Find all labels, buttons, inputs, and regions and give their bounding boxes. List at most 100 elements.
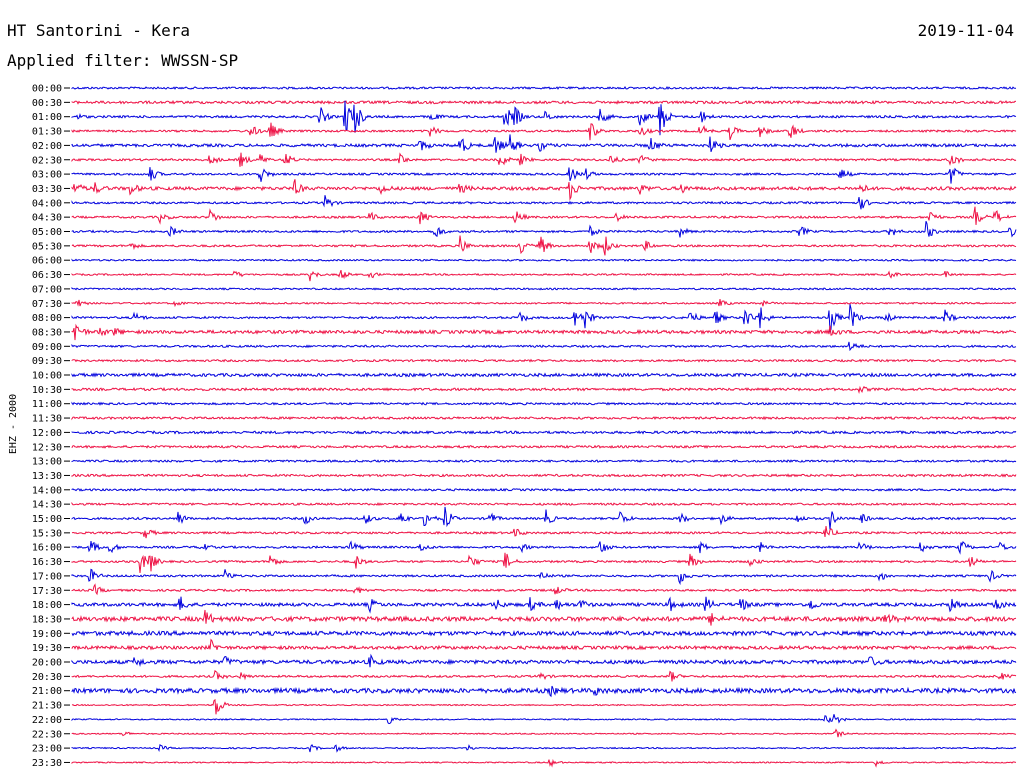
- trace-07-00: [71, 287, 1017, 291]
- trace-06-00: [71, 258, 1017, 262]
- time-tick-label: 20:00: [32, 658, 62, 669]
- time-tick-label: 18:30: [32, 614, 62, 625]
- time-tick-label: 16:00: [32, 543, 62, 554]
- time-tick-label: 21:30: [32, 701, 62, 712]
- time-tick-label: 14:00: [32, 485, 62, 496]
- time-tick-label: 04:00: [32, 198, 62, 209]
- trace-01-30: [71, 122, 1017, 141]
- trace-11-30: [71, 415, 1017, 421]
- trace-08-00: [71, 304, 1017, 333]
- time-tick-label: 01:30: [32, 127, 62, 138]
- time-tick-label: 21:00: [32, 686, 62, 697]
- trace-05-00: [71, 221, 1017, 238]
- time-tick-label: 14:30: [32, 500, 62, 511]
- trace-12-30: [71, 444, 1017, 449]
- trace-14-00: [71, 487, 1017, 492]
- time-tick-label: 18:00: [32, 600, 62, 611]
- time-tick-label: 23:30: [32, 758, 62, 769]
- time-tick-label: 12:30: [32, 442, 62, 453]
- trace-20-00: [71, 653, 1017, 668]
- trace-19-00: [71, 629, 1017, 637]
- trace-15-00: [71, 506, 1017, 530]
- time-tick-label: 00:30: [32, 98, 62, 109]
- trace-18-00: [71, 596, 1017, 614]
- time-tick-label: 03:00: [32, 170, 62, 181]
- trace-21-00: [71, 685, 1017, 698]
- station-title: HT Santorini - Kera: [7, 21, 191, 40]
- trace-16-30: [71, 552, 1017, 573]
- trace-21-30: [71, 698, 1016, 715]
- time-tick-label: 08:30: [32, 327, 62, 338]
- trace-07-30: [71, 299, 1017, 308]
- time-tick-label: 04:30: [32, 213, 62, 224]
- trace-04-30: [71, 206, 1017, 225]
- trace-18-30: [71, 609, 1017, 626]
- trace-16-00: [71, 540, 1017, 555]
- time-tick-label: 17:00: [32, 571, 62, 582]
- trace-19-30: [71, 638, 1017, 651]
- trace-08-30: [71, 323, 1017, 341]
- time-tick-label: 06:00: [32, 256, 62, 267]
- trace-22-30: [71, 728, 1017, 738]
- trace-06-30: [71, 269, 1017, 282]
- time-tick-label: 05:30: [32, 241, 62, 252]
- time-tick-label: 12:00: [32, 428, 62, 439]
- trace-23-00: [71, 743, 1017, 753]
- trace-10-00: [71, 372, 1017, 378]
- time-tick-label: 23:00: [32, 744, 62, 755]
- trace-15-30: [71, 526, 1017, 539]
- time-tick-label: 22:00: [32, 715, 62, 726]
- time-tick-label: 03:30: [32, 184, 62, 195]
- time-tick-label: 02:00: [32, 141, 62, 152]
- trace-17-30: [71, 583, 1017, 596]
- trace-01-00: [71, 100, 1017, 136]
- time-tick-label: 06:30: [32, 270, 62, 281]
- trace-22-00: [71, 714, 1017, 725]
- time-tick-label: 15:30: [32, 528, 62, 539]
- time-tick-label: 08:00: [32, 313, 62, 324]
- trace-group: [71, 85, 1017, 768]
- time-tick-label: 01:00: [32, 112, 62, 123]
- trace-17-00: [71, 568, 1017, 586]
- trace-23-30: [71, 758, 1017, 768]
- time-tick-label: 11:00: [32, 399, 62, 410]
- trace-02-00: [71, 134, 1017, 153]
- trace-20-30: [71, 669, 1017, 682]
- time-tick-label: 07:00: [32, 284, 62, 295]
- trace-00-00: [71, 85, 1017, 90]
- date-label: 2019-11-04: [917, 21, 1014, 40]
- trace-14-30: [71, 501, 1017, 507]
- trace-05-30: [71, 235, 1017, 256]
- trace-03-30: [71, 179, 1017, 201]
- time-tick-label: 13:30: [32, 471, 62, 482]
- time-tick-label: 19:00: [32, 629, 62, 640]
- time-tick-label: 09:30: [32, 356, 62, 367]
- trace-00-30: [71, 99, 1017, 105]
- time-tick-label: 07:30: [32, 299, 62, 310]
- trace-09-30: [71, 358, 1017, 363]
- trace-11-00: [71, 401, 1017, 406]
- time-tick-label: 17:30: [32, 586, 62, 597]
- time-tick-label: 22:30: [32, 729, 62, 740]
- time-tick-label: 11:30: [32, 414, 62, 425]
- channel-axis-label: EHZ - 2000: [8, 394, 19, 454]
- trace-12-00: [71, 430, 1017, 435]
- time-tick-label: 16:30: [32, 557, 62, 568]
- time-tick-label: 10:00: [32, 371, 62, 382]
- time-tick-label: 02:30: [32, 155, 62, 166]
- trace-10-30: [71, 385, 1017, 394]
- time-tick-label: 19:30: [32, 643, 62, 654]
- time-tick-label: 20:30: [32, 672, 62, 683]
- time-tick-label: 09:00: [32, 342, 62, 353]
- time-tick-label: 15:00: [32, 514, 62, 525]
- trace-03-00: [71, 167, 1017, 184]
- trace-09-00: [71, 341, 1017, 352]
- time-tick-group: 00:00 00:30 01:00 01:30 02:00 02:30 03:00 03:30…: [32, 84, 70, 769]
- trace-13-00: [71, 459, 1017, 464]
- trace-02-30: [71, 152, 1017, 167]
- trace-13-30: [71, 473, 1017, 478]
- time-tick-label: 10:30: [32, 385, 62, 396]
- time-tick-label: 13:00: [32, 457, 62, 468]
- trace-04-00: [71, 195, 1017, 210]
